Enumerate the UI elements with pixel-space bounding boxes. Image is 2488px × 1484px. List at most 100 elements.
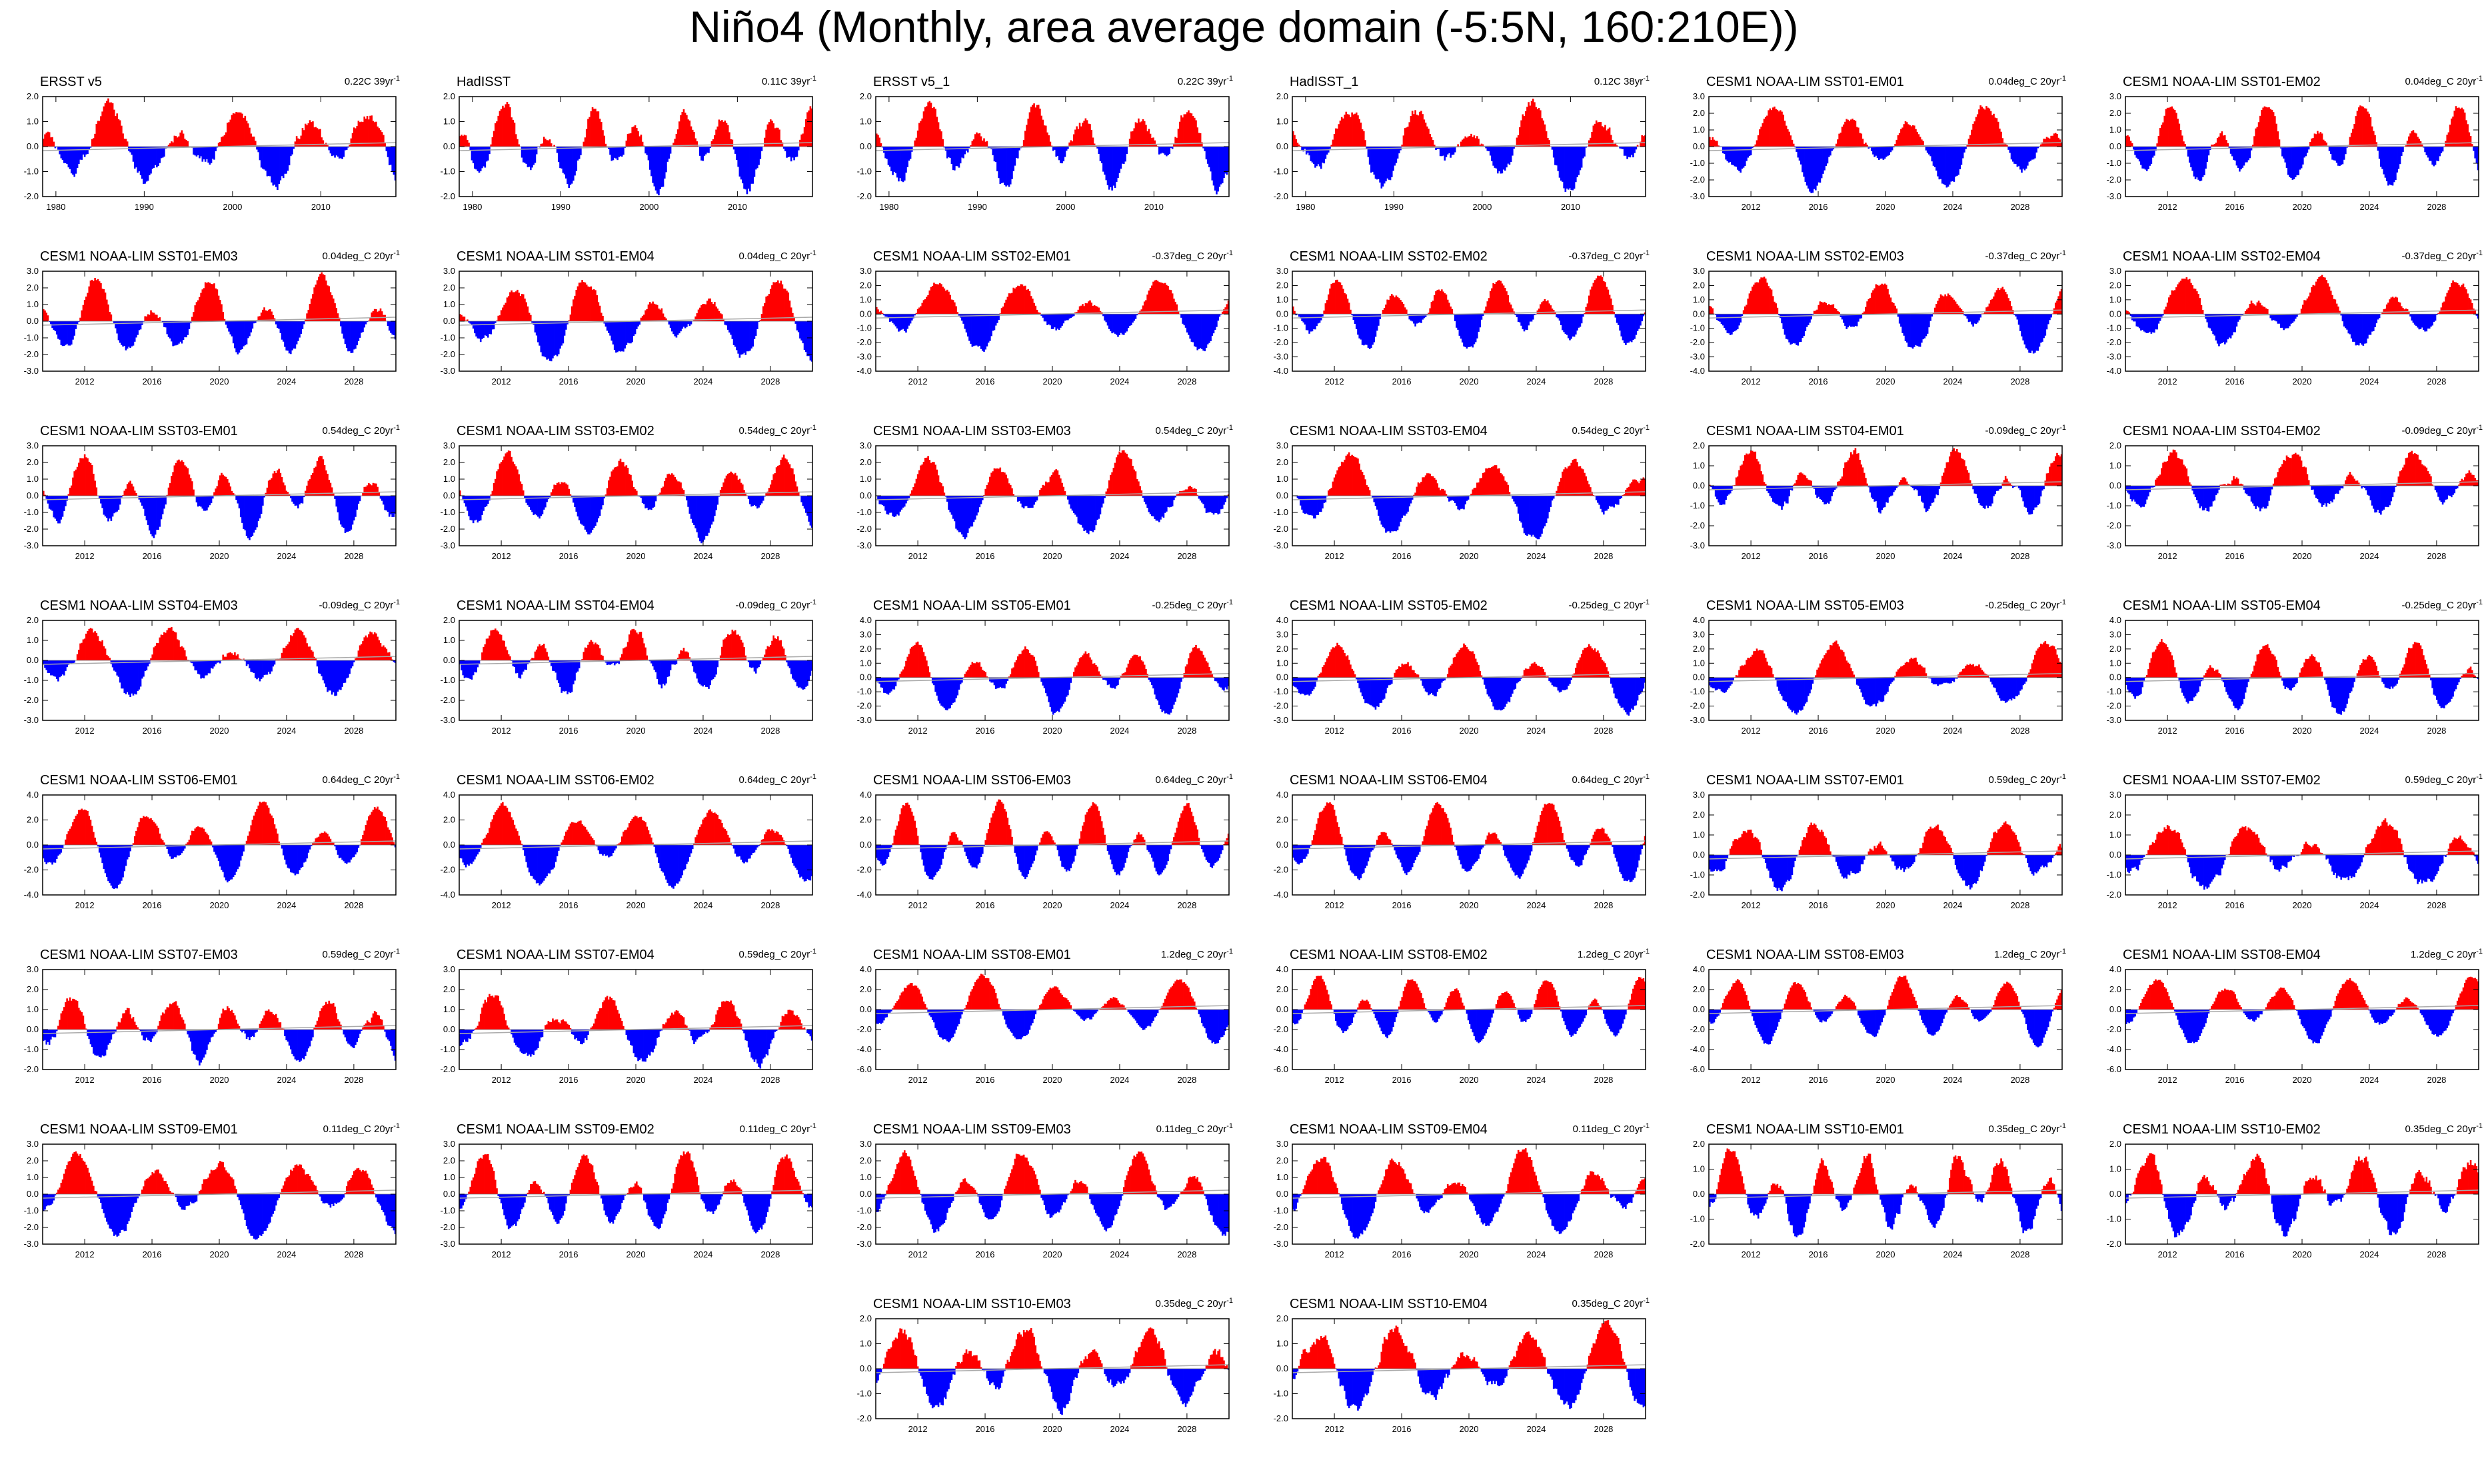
- anomaly-bar: [2047, 314, 2049, 325]
- anomaly-bar: [65, 147, 67, 163]
- anomaly-bar: [599, 305, 601, 321]
- anomaly-bar: [1870, 486, 1873, 498]
- anomaly-bar: [617, 321, 619, 353]
- trend-value: 0.12C 38yr: [1594, 76, 1644, 87]
- anomaly-bar: [185, 140, 187, 147]
- y-tick-label: 2.0: [443, 283, 455, 293]
- x-tick-label: 2028: [1594, 376, 1613, 386]
- anomaly-bar: [1068, 314, 1070, 319]
- anomaly-bar: [2283, 147, 2285, 159]
- anomaly-bar: [736, 147, 738, 161]
- anomaly-bar: [736, 321, 738, 351]
- anomaly-bar: [1837, 311, 1839, 315]
- anomaly-bar: [612, 147, 615, 161]
- anomaly-bar: [2184, 466, 2186, 486]
- anomaly-bar: [1074, 129, 1076, 147]
- x-tick-label: 2024: [2359, 202, 2379, 212]
- anomaly-bar: [1484, 472, 1486, 496]
- anomaly-bar: [722, 319, 724, 321]
- y-tick-label: -2.0: [441, 524, 455, 534]
- anomaly-bar: [2318, 277, 2320, 315]
- anomaly-bar: [641, 141, 644, 147]
- anomaly-bar: [612, 321, 615, 345]
- anomaly-bar: [390, 147, 392, 165]
- anomaly-bar: [1363, 131, 1365, 147]
- anomaly-bar: [728, 132, 730, 147]
- chart-panel: HadISST 0.11C 39yr-1 2.0 1.0 0.0 -1.0 -2.0 1980…: [430, 75, 823, 235]
- anomaly-bar: [1216, 147, 1218, 195]
- anomaly-bar: [282, 147, 285, 179]
- anomaly-bar: [1190, 314, 1193, 342]
- anomaly-bar: [256, 147, 258, 150]
- anomaly-bar: [343, 496, 345, 528]
- anomaly-bar: [1824, 301, 1826, 315]
- anomaly-bar: [278, 321, 280, 329]
- anomaly-bar: [1039, 109, 1041, 147]
- anomaly-bar: [696, 141, 698, 147]
- anomaly-bar: [128, 482, 130, 496]
- anomaly-bar: [1894, 143, 1896, 147]
- anomaly-bar: [1024, 131, 1026, 147]
- anomaly-bar: [1056, 147, 1059, 156]
- anomaly-bar: [1788, 486, 1790, 496]
- anomaly-bar: [303, 496, 305, 498]
- anomaly-bar: [2172, 108, 2175, 147]
- anomaly-bar: [1770, 486, 1773, 498]
- anomaly-bar: [672, 143, 674, 147]
- anomaly-bar: [1491, 466, 1493, 496]
- anomaly-bar: [2228, 314, 2231, 338]
- anomaly-bar: [1373, 147, 1376, 175]
- anomaly-bar: [126, 141, 129, 147]
- anomaly-bar: [660, 147, 663, 187]
- anomaly-bar: [362, 321, 364, 333]
- anomaly-bar: [961, 314, 963, 321]
- anomaly-bar: [725, 321, 728, 326]
- anomaly-bar: [640, 317, 642, 321]
- anomaly-bar: [803, 127, 806, 147]
- anomaly-bar: [2031, 486, 2033, 514]
- anomaly-bar: [2423, 314, 2425, 331]
- anomaly-bar: [1454, 147, 1456, 153]
- anomaly-bar: [782, 289, 785, 321]
- anomaly-bar: [147, 147, 149, 181]
- y-tick-label: 2.0: [443, 457, 455, 467]
- anomaly-bar: [1841, 314, 1844, 320]
- panel-title: CESM1 NOAA-LIM SST02-EM04: [2123, 249, 2321, 264]
- anomaly-bar: [926, 106, 928, 147]
- anomaly-bar: [223, 135, 226, 147]
- anomaly-bar: [1488, 147, 1490, 151]
- anomaly-bar: [621, 462, 623, 496]
- anomaly-bar: [1080, 496, 1082, 525]
- anomaly-bar: [209, 496, 211, 506]
- anomaly-bar: [1560, 147, 1562, 181]
- anomaly-bar: [82, 147, 85, 155]
- anomaly-bar: [962, 314, 964, 324]
- anomaly-bar: [1486, 147, 1489, 151]
- anomaly-bar: [1491, 288, 1493, 315]
- y-tick-label: -1.0: [857, 323, 872, 333]
- anomaly-bar: [1441, 289, 1443, 315]
- anomaly-bar: [153, 147, 155, 168]
- anomaly-bar: [1526, 496, 1528, 536]
- anomaly-bar: [72, 477, 74, 496]
- anomaly-bar: [377, 126, 379, 147]
- anomaly-bar: [2289, 458, 2291, 486]
- anomaly-bar: [121, 496, 123, 498]
- anomaly-bar: [2402, 147, 2404, 152]
- anomaly-bar: [580, 282, 582, 321]
- anomaly-bar: [474, 321, 476, 334]
- anomaly-bar: [1305, 314, 1308, 331]
- anomaly-bar: [2250, 486, 2253, 502]
- anomaly-bar: [1726, 147, 1729, 162]
- anomaly-bar: [2183, 141, 2185, 147]
- anomaly-bar: [608, 147, 610, 149]
- anomaly-bar: [1797, 475, 1800, 486]
- anomaly-bar: [675, 479, 678, 496]
- anomaly-bar: [1214, 314, 1216, 330]
- anomaly-bar: [179, 461, 181, 496]
- anomaly-bar: [243, 496, 245, 529]
- anomaly-bar: [2140, 486, 2142, 508]
- anomaly-bar: [1529, 105, 1532, 147]
- anomaly-bar: [207, 496, 209, 508]
- anomaly-bar: [990, 314, 992, 337]
